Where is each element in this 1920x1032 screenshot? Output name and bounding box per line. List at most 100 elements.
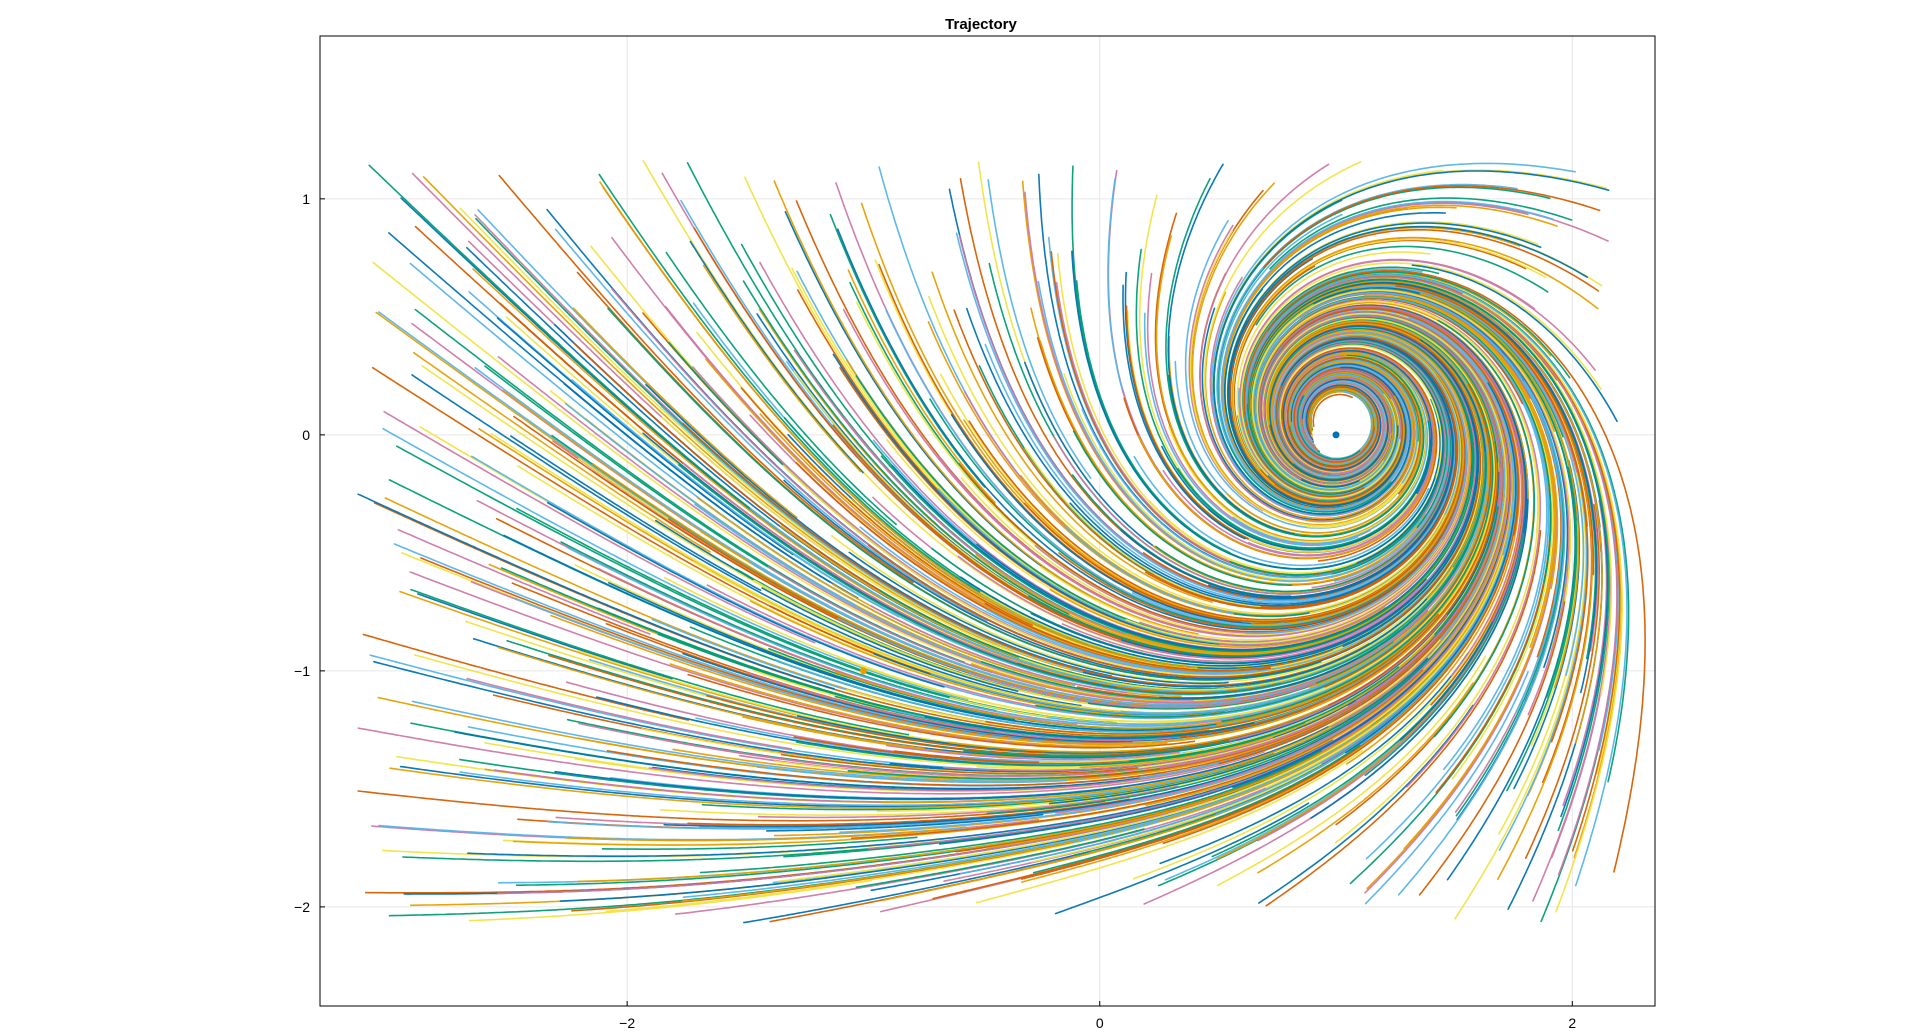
trajectory-line <box>1031 763 1322 863</box>
trajectory-line <box>682 422 1370 687</box>
trajectory-line <box>829 213 986 488</box>
trajectory-line <box>409 571 1100 748</box>
trajectory-line <box>987 179 1092 479</box>
trajectory-line <box>855 828 1145 888</box>
trajectory-line <box>471 455 1334 720</box>
trajectory-line <box>554 228 988 622</box>
trajectory-line <box>1363 294 1555 648</box>
trajectory-line <box>687 673 1196 749</box>
axes: −2 0 2 1 0 −1 −2 <box>294 35 1656 1031</box>
trajectory-line <box>496 317 794 556</box>
trajectory-line <box>563 383 831 583</box>
trajectory-line <box>420 557 1133 744</box>
trajectory-line <box>357 727 1265 795</box>
trajectory-line <box>773 180 1199 635</box>
y-tick-label: 1 <box>302 191 310 207</box>
trajectory-line <box>948 703 1331 753</box>
trajectory-line <box>1229 614 1448 742</box>
x-tick-label: −2 <box>619 1015 635 1031</box>
trajectory-line <box>1262 312 1508 659</box>
trajectory-line <box>784 211 1097 600</box>
trajectory-line <box>850 669 1424 840</box>
trajectory-line <box>554 645 1436 800</box>
trajectory-line <box>574 564 847 679</box>
trajectory-line <box>1247 348 1435 556</box>
trajectory-line <box>1458 310 1577 698</box>
trajectory-line <box>1028 327 1475 657</box>
trajectory-line <box>413 351 711 553</box>
trajectory-line <box>1268 325 1479 581</box>
trajectory-line <box>468 879 873 922</box>
trajectory-line <box>847 269 996 504</box>
trajectory-line <box>467 739 1334 857</box>
trajectory-lines <box>357 160 1646 924</box>
trajectory-line <box>1167 163 1296 535</box>
trajectory-line <box>1246 278 1610 832</box>
trajectory-line <box>661 416 1014 654</box>
y-tick-label: −1 <box>294 663 310 679</box>
trajectory-line <box>984 343 1456 604</box>
trajectory-line <box>696 496 1072 686</box>
trajectory-line <box>1364 671 1529 905</box>
trajectory-line <box>1023 375 1464 623</box>
trajectory-line <box>1287 357 1422 495</box>
trajectory-line <box>564 402 856 606</box>
trajectory-line <box>1357 451 1487 659</box>
trajectory-line <box>510 435 762 591</box>
trajectory-line <box>1411 264 1618 423</box>
trajectory-line <box>756 766 1068 784</box>
trajectory-line <box>565 829 946 842</box>
trajectory-line <box>1239 259 1596 500</box>
trajectory-line <box>1138 516 1487 723</box>
trajectory-line <box>1278 342 1446 517</box>
trajectory-line <box>1072 574 1454 704</box>
trajectory-line <box>597 567 1078 726</box>
trajectory-line <box>1506 466 1578 792</box>
trajectory-line <box>645 383 1113 677</box>
trajectory-line <box>1255 245 1549 326</box>
trajectory-line <box>566 546 1187 727</box>
trajectory-line <box>984 602 1334 672</box>
trajectory-line <box>1251 289 1572 602</box>
trajectory-line <box>466 677 793 750</box>
trajectory-line <box>740 387 1033 627</box>
trajectory-line <box>1263 315 1502 507</box>
trajectory-line <box>546 501 945 688</box>
trajectory-line <box>1117 588 1419 660</box>
chart-title: Trajectory <box>945 16 1017 33</box>
trajectory-line <box>1245 274 1628 887</box>
trajectory-line <box>1254 281 1598 694</box>
trajectory-line <box>931 271 1213 603</box>
trajectory-line <box>1462 293 1623 913</box>
trajectory-line <box>783 822 1081 858</box>
secondary-point <box>859 667 867 675</box>
trajectory-line <box>1258 305 1526 622</box>
trajectory-line <box>682 462 1018 664</box>
trajectory-line <box>357 493 835 690</box>
trajectory-line <box>503 534 1305 731</box>
trajectory-line <box>601 836 918 850</box>
trajectory-line <box>693 227 1194 657</box>
trajectory-line <box>943 736 1273 772</box>
trajectory-line <box>1054 802 1310 915</box>
trajectory-line <box>1128 666 1400 762</box>
trajectory-line <box>1270 329 1472 517</box>
trajectory-line <box>1228 225 1588 507</box>
trajectory-line <box>1072 430 1293 586</box>
trajectory-line <box>1419 292 1580 688</box>
trajectory-line <box>848 551 1229 685</box>
trajectory-line <box>1021 725 1389 880</box>
trajectory-line <box>1233 265 1381 504</box>
trajectory-line <box>1168 376 1428 543</box>
trajectory-line <box>870 605 1128 694</box>
trajectory-line <box>975 749 1363 904</box>
trajectory-line <box>960 477 1443 636</box>
stable-point <box>1332 431 1340 439</box>
trajectory-line <box>757 785 1179 819</box>
trajectory-line <box>885 744 1180 761</box>
trajectory-line <box>1258 704 1474 904</box>
trajectory-line <box>414 308 965 663</box>
trajectory-line <box>1049 588 1386 649</box>
trajectory-line <box>929 398 1411 628</box>
trajectory-line <box>411 374 1082 707</box>
